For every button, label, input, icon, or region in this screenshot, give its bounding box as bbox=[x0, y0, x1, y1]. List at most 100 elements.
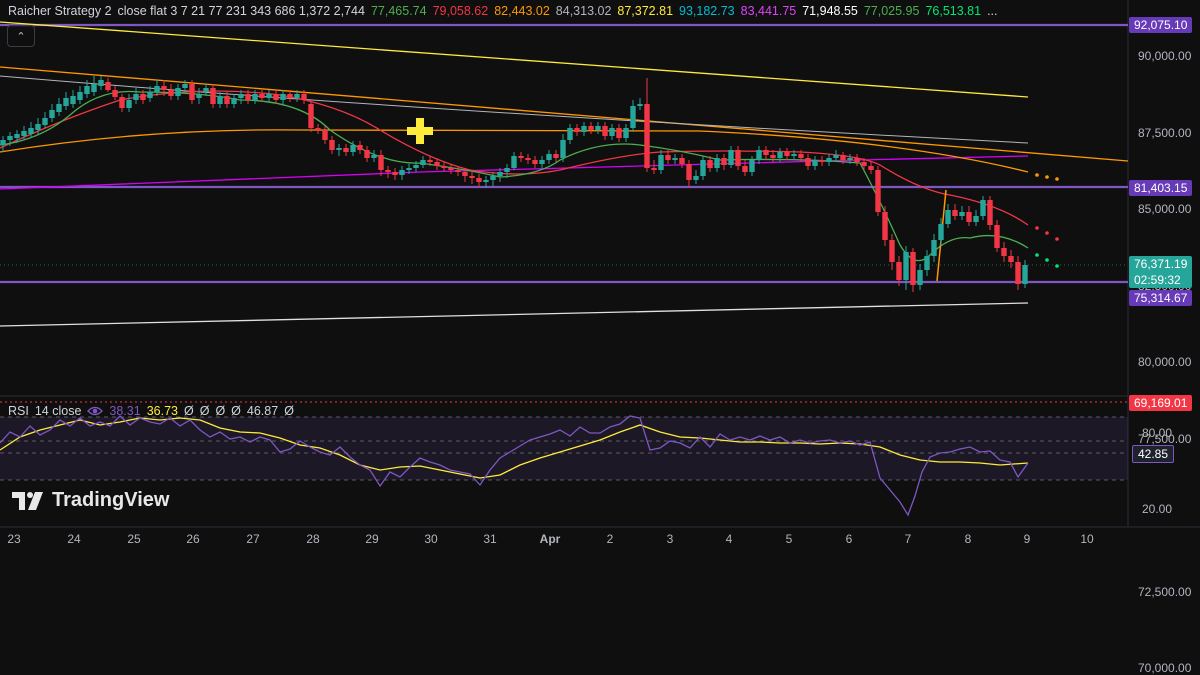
candle-body bbox=[168, 90, 174, 96]
projection-dot bbox=[1035, 173, 1039, 177]
rsi-value-3: Ø bbox=[199, 404, 210, 418]
candle-body bbox=[588, 126, 594, 130]
candle-body bbox=[679, 158, 685, 164]
rsi-value-6: 46.87 bbox=[246, 404, 279, 418]
price-tag: 81,403.15 bbox=[1129, 180, 1193, 196]
candle-body bbox=[196, 94, 202, 98]
candle-body bbox=[532, 160, 538, 164]
candle-body bbox=[770, 155, 776, 158]
price-tag: 69,169.01 bbox=[1129, 395, 1193, 411]
candle-body bbox=[721, 158, 727, 165]
time-axis-label: 24 bbox=[67, 532, 81, 546]
candle-body bbox=[1015, 262, 1021, 284]
candle-body bbox=[511, 156, 517, 168]
time-axis-label: 5 bbox=[785, 532, 793, 546]
ma-white-line bbox=[0, 302, 1029, 327]
rsi-values: 38.31 36.73 Ø Ø Ø Ø 46.87 Ø bbox=[109, 404, 294, 418]
price-chart[interactable] bbox=[0, 0, 1200, 559]
price-axis-label: 80,000.00 bbox=[1138, 355, 1192, 369]
rsi-params: 14 close bbox=[34, 404, 82, 418]
rsi-current-tag: 42.85 bbox=[1132, 445, 1175, 463]
price-axis-label: 90,000.00 bbox=[1138, 49, 1192, 63]
eye-icon[interactable] bbox=[87, 405, 104, 417]
rsi-legend[interactable]: RSI 14 close 38.31 36.73 Ø Ø Ø Ø 46.87 Ø bbox=[8, 404, 294, 418]
candle-body bbox=[700, 160, 706, 176]
candle-body bbox=[469, 176, 475, 178]
candle-body bbox=[686, 164, 692, 180]
candle-body bbox=[329, 140, 335, 150]
candle-body bbox=[301, 94, 307, 100]
candle-body bbox=[602, 126, 608, 136]
price-axis-label: 77,500.00 bbox=[1138, 431, 1192, 446]
candle-body bbox=[427, 160, 433, 162]
ma-orange-trendline bbox=[0, 66, 1129, 162]
price-axis-label: 87,500.00 bbox=[1138, 125, 1192, 140]
candle-body bbox=[91, 84, 97, 92]
strategy-legend[interactable]: Raicher Strategy 2 close flat 3 7 21 77 … bbox=[8, 3, 997, 19]
candle-body bbox=[616, 128, 622, 138]
candle-body bbox=[322, 130, 328, 140]
candle-body bbox=[973, 216, 979, 222]
chevron-up-icon[interactable]: ⌃ bbox=[7, 25, 35, 47]
candle-body bbox=[28, 128, 34, 134]
projection-dot bbox=[1055, 177, 1059, 181]
rsi-value-2: Ø bbox=[183, 404, 194, 418]
candle-body bbox=[728, 150, 734, 165]
candle-body bbox=[784, 152, 790, 156]
logo-text: TradingView bbox=[52, 489, 170, 511]
candle-body bbox=[966, 212, 972, 222]
time-axis-label: 2 bbox=[606, 532, 614, 546]
candle-body bbox=[567, 128, 573, 140]
candle-body bbox=[833, 155, 839, 158]
candle-body bbox=[1001, 248, 1007, 256]
candle-body bbox=[504, 168, 510, 172]
strategy-value-5: 93,182.73 bbox=[679, 4, 735, 18]
candle-body bbox=[868, 166, 874, 170]
time-axis-label: 10 bbox=[1080, 532, 1094, 546]
strategy-value-7: 71,948.55 bbox=[802, 4, 858, 18]
candle-body bbox=[840, 155, 846, 160]
candle-body bbox=[343, 148, 349, 152]
candle-body bbox=[553, 154, 559, 158]
candle-body bbox=[231, 98, 237, 104]
candle-body bbox=[749, 160, 755, 172]
candle-body bbox=[203, 88, 209, 92]
candle-body bbox=[630, 106, 636, 128]
more-icon[interactable]: ... bbox=[987, 4, 998, 18]
candle-body bbox=[357, 145, 363, 150]
candle-body bbox=[560, 140, 566, 158]
candle-body bbox=[882, 212, 888, 240]
time-axis-label: 23 bbox=[7, 532, 21, 546]
price-axis-label: 85,000.00 bbox=[1138, 202, 1192, 216]
strategy-value-2: 82,443.02 bbox=[494, 4, 550, 18]
candle-body bbox=[266, 94, 272, 98]
strategy-params: close flat 3 7 21 77 231 343 686 1,372 2… bbox=[117, 4, 365, 18]
candle-body bbox=[42, 118, 48, 125]
time-axis-label: 31 bbox=[483, 532, 497, 546]
candle-body bbox=[798, 154, 804, 158]
strategy-value-8: 77,025.95 bbox=[863, 4, 920, 18]
candle-body bbox=[518, 156, 524, 158]
strategy-value-1: 79,058.62 bbox=[432, 4, 489, 18]
time-axis-label: 7 bbox=[904, 532, 912, 546]
price-axis-label: 70,000.00 bbox=[1138, 661, 1192, 675]
candle-body bbox=[896, 262, 902, 280]
candle-body bbox=[294, 94, 300, 98]
candle-body bbox=[735, 150, 741, 166]
candle-body bbox=[119, 97, 125, 108]
candle-body bbox=[644, 104, 650, 168]
projection-dot bbox=[1055, 237, 1059, 241]
candle-body bbox=[49, 110, 55, 118]
candle-body bbox=[931, 240, 937, 256]
rsi-axis-label: 20.00 bbox=[1142, 502, 1173, 516]
candle-body bbox=[448, 168, 454, 170]
rsi-value-4: Ø bbox=[215, 404, 226, 418]
candle-body bbox=[112, 90, 118, 97]
candle-body bbox=[175, 88, 181, 96]
candle-body bbox=[595, 126, 601, 130]
tradingview-logo[interactable]: TradingView bbox=[12, 489, 169, 512]
candle-body bbox=[154, 86, 160, 92]
candle-body bbox=[917, 270, 923, 285]
candle-body bbox=[924, 256, 930, 270]
price-tag: 75,314.67 bbox=[1129, 290, 1193, 306]
